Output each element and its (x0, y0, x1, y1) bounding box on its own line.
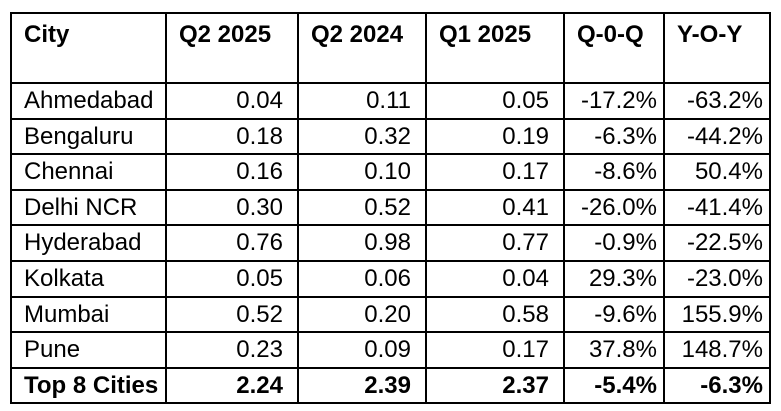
total-label-cell: Top 8 Cities (10, 366, 167, 405)
qoq-cell: -17.2% (563, 82, 665, 120)
q2-2024-cell: 0.06 (297, 259, 427, 298)
col-header-qoq: Q-0-Q (563, 12, 665, 84)
q1-2025-cell: 0.19 (425, 117, 565, 156)
total-q1-2025-cell: 2.37 (425, 366, 565, 405)
city-name-cell: Delhi NCR (10, 188, 167, 227)
yoy-cell: -41.4% (663, 188, 771, 227)
yoy-cell: -22.5% (663, 224, 771, 262)
q2-2024-cell: 0.10 (297, 153, 427, 191)
qoq-cell: -6.3% (563, 117, 665, 156)
col-header-q1-2025: Q1 2025 (425, 12, 565, 84)
q2-2025-cell: 0.30 (165, 188, 299, 227)
total-q2-2024-cell: 2.39 (297, 366, 427, 405)
q2-2025-cell: 0.18 (165, 117, 299, 156)
col-header-q2-2025: Q2 2025 (165, 12, 299, 84)
city-name-cell: Hyderabad (10, 224, 167, 262)
qoq-cell: -0.9% (563, 224, 665, 262)
yoy-cell: -23.0% (663, 259, 771, 298)
q1-2025-cell: 0.77 (425, 224, 565, 262)
q1-2025-cell: 0.17 (425, 331, 565, 369)
q2-2024-cell: 0.98 (297, 224, 427, 262)
yoy-cell: -44.2% (663, 117, 771, 156)
yoy-cell: -63.2% (663, 82, 771, 120)
qoq-cell: -8.6% (563, 153, 665, 191)
q2-2025-cell: 0.16 (165, 153, 299, 191)
city-name-cell: Chennai (10, 153, 167, 191)
q2-2024-cell: 0.11 (297, 82, 427, 120)
qoq-cell: -26.0% (563, 188, 665, 227)
q2-2024-cell: 0.52 (297, 188, 427, 227)
city-name-cell: Kolkata (10, 259, 167, 298)
qoq-cell: -9.6% (563, 295, 665, 334)
city-name-cell: Bengaluru (10, 117, 167, 156)
total-yoy-cell: -6.3% (663, 366, 771, 405)
q2-2024-cell: 0.32 (297, 117, 427, 156)
table-row: Mumbai 0.52 0.20 0.58 -9.6% 155.9% (10, 295, 771, 334)
table-row: Chennai 0.16 0.10 0.17 -8.6% 50.4% (10, 153, 771, 191)
table-row: Ahmedabad 0.04 0.11 0.05 -17.2% -63.2% (10, 82, 771, 120)
q2-2025-cell: 0.04 (165, 82, 299, 120)
total-qoq-cell: -5.4% (563, 366, 665, 405)
q1-2025-cell: 0.41 (425, 188, 565, 227)
city-quarterly-table-container: City Q2 2025 Q2 2024 Q1 2025 Q-0-Q Y-O-Y… (10, 12, 771, 405)
total-q2-2025-cell: 2.24 (165, 366, 299, 405)
col-header-city: City (10, 12, 167, 84)
city-name-cell: Pune (10, 331, 167, 369)
table-row: Pune 0.23 0.09 0.17 37.8% 148.7% (10, 331, 771, 369)
yoy-cell: 155.9% (663, 295, 771, 334)
q2-2025-cell: 0.23 (165, 331, 299, 369)
city-name-cell: Mumbai (10, 295, 167, 334)
yoy-cell: 148.7% (663, 331, 771, 369)
col-header-yoy: Y-O-Y (663, 12, 771, 84)
col-header-q2-2024: Q2 2024 (297, 12, 427, 84)
q2-2025-cell: 0.76 (165, 224, 299, 262)
q2-2025-cell: 0.52 (165, 295, 299, 334)
table-row: Hyderabad 0.76 0.98 0.77 -0.9% -22.5% (10, 224, 771, 262)
table-row: Delhi NCR 0.30 0.52 0.41 -26.0% -41.4% (10, 188, 771, 227)
city-quarterly-data-table: City Q2 2025 Q2 2024 Q1 2025 Q-0-Q Y-O-Y… (10, 12, 771, 405)
yoy-cell: 50.4% (663, 153, 771, 191)
header-row: City Q2 2025 Q2 2024 Q1 2025 Q-0-Q Y-O-Y (10, 12, 771, 84)
q1-2025-cell: 0.58 (425, 295, 565, 334)
qoq-cell: 29.3% (563, 259, 665, 298)
q1-2025-cell: 0.04 (425, 259, 565, 298)
table-row: Bengaluru 0.18 0.32 0.19 -6.3% -44.2% (10, 117, 771, 156)
qoq-cell: 37.8% (563, 331, 665, 369)
q2-2024-cell: 0.20 (297, 295, 427, 334)
q1-2025-cell: 0.05 (425, 82, 565, 120)
total-row: Top 8 Cities 2.24 2.39 2.37 -5.4% -6.3% (10, 366, 771, 405)
q1-2025-cell: 0.17 (425, 153, 565, 191)
city-name-cell: Ahmedabad (10, 82, 167, 120)
q2-2024-cell: 0.09 (297, 331, 427, 369)
q2-2025-cell: 0.05 (165, 259, 299, 298)
table-row: Kolkata 0.05 0.06 0.04 29.3% -23.0% (10, 259, 771, 298)
